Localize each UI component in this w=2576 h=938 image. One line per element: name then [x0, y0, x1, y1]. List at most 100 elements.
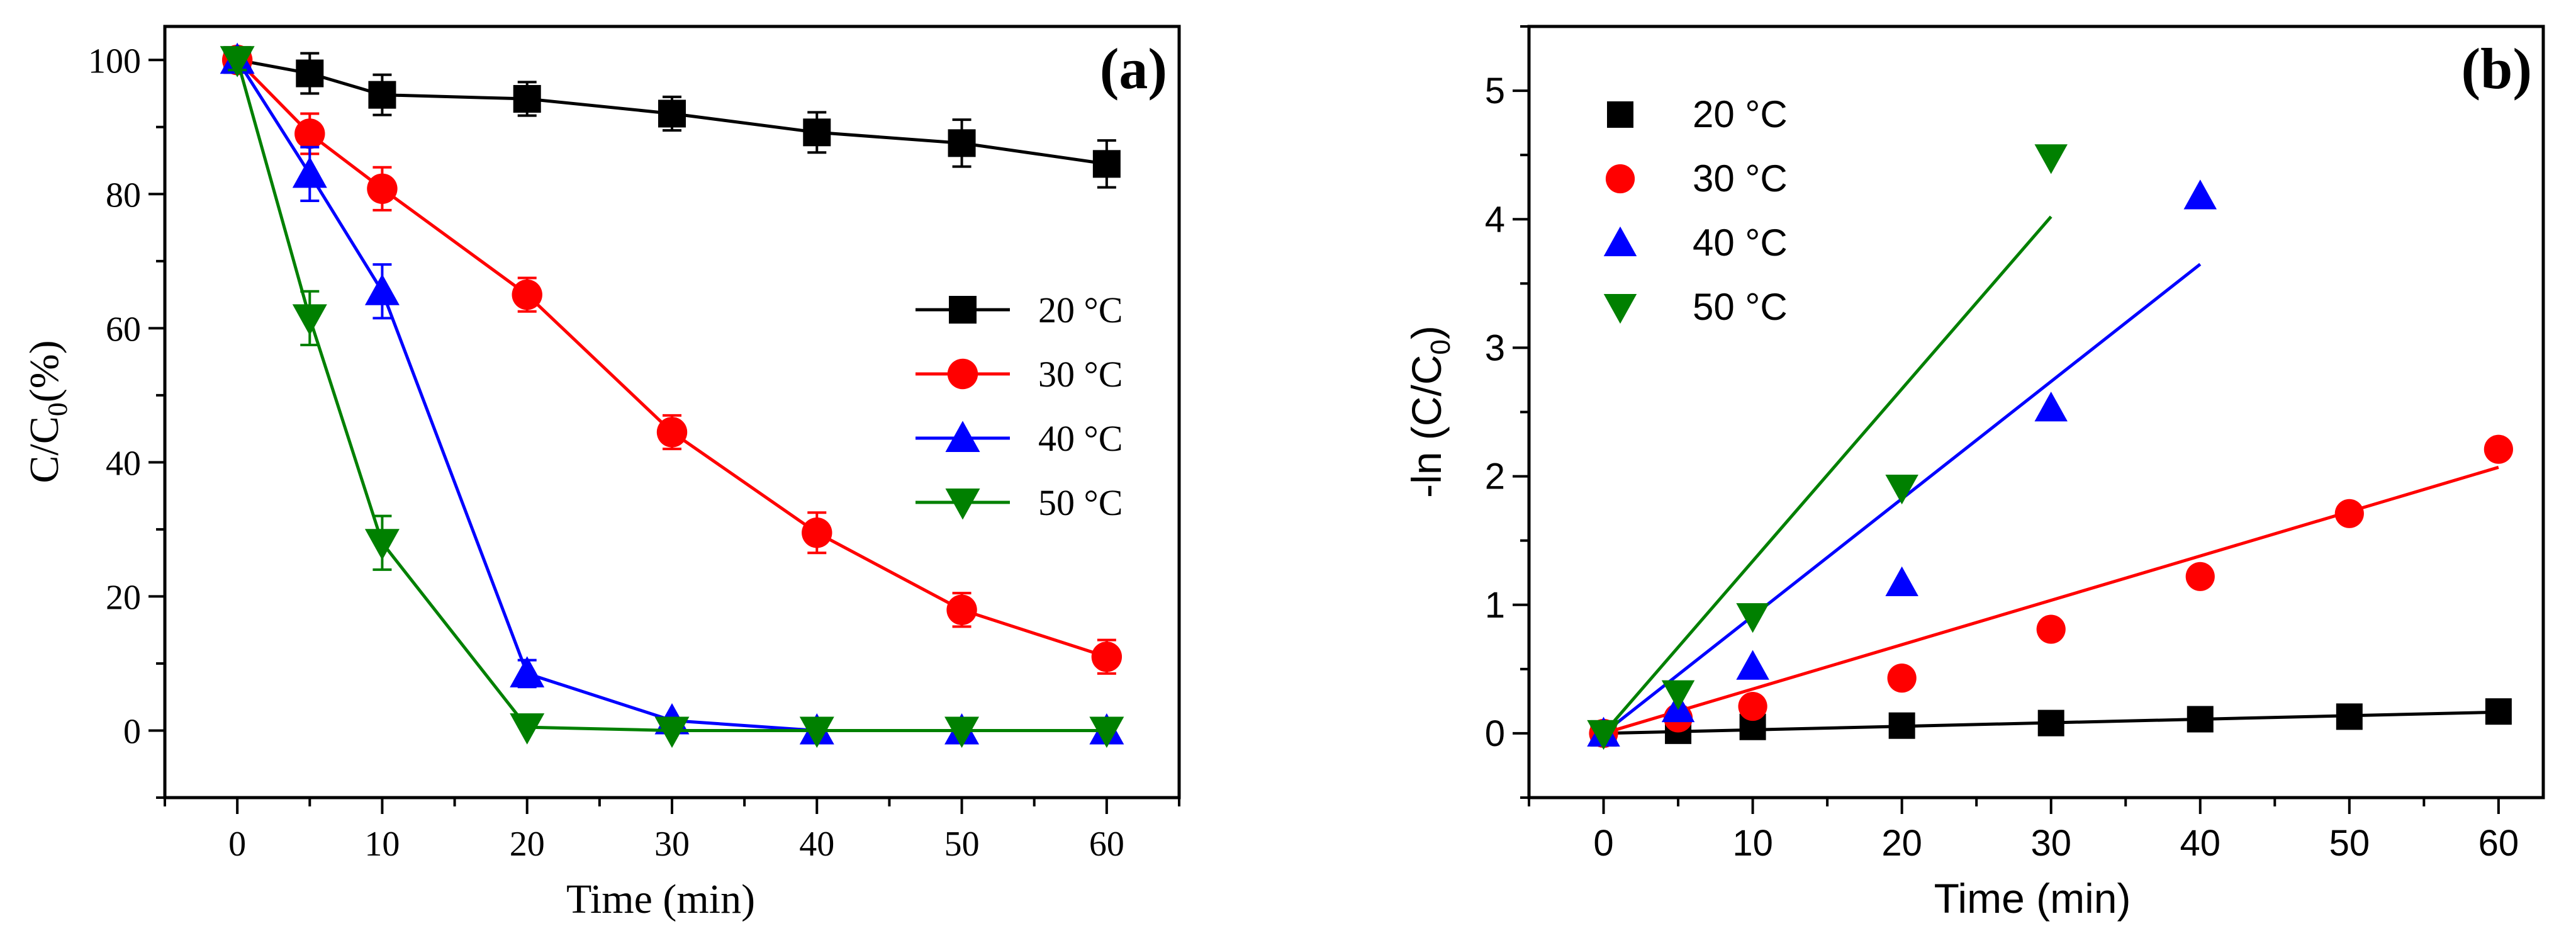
x-tick-label: 30 [2030, 823, 2071, 864]
legend-item: 40 °C [1603, 222, 1788, 264]
legend-label: 40 °C [1693, 222, 1788, 264]
legend-label: 30 °C [1693, 157, 1788, 200]
y-tick-label: 4 [1485, 199, 1505, 240]
x-tick-label: 10 [1732, 823, 1773, 864]
marker-triangle-up [2183, 179, 2217, 210]
series-line [236, 59, 1107, 732]
marker-circle [2036, 614, 2066, 644]
x-tick-label: 0 [1593, 823, 1613, 864]
x-axis-label: Time (min) [566, 876, 755, 922]
series-group [1587, 144, 2513, 750]
y-tick-label: 2 [1485, 456, 1505, 497]
x-tick-label: 20 [510, 825, 545, 864]
marker-triangle-down [1736, 603, 1769, 633]
y-axis-label-main: C/C [21, 416, 67, 483]
x-tick-label: 30 [654, 825, 690, 864]
marker-circle [2484, 434, 2513, 464]
legend-label: 20 °C [1693, 93, 1788, 135]
marker-triangle-down [944, 716, 980, 748]
panel-label: (b) [2461, 37, 2532, 101]
marker-triangle-down [799, 716, 834, 748]
panel-a: 0 10 20 30 40 50 60 0 20 40 60 80 100 20 °C 30 °C 40 °… [21, 25, 1181, 922]
marker-square [513, 85, 541, 113]
series [220, 46, 1124, 748]
marker-square [2336, 703, 2363, 730]
marker-triangle-up [510, 656, 545, 687]
marker-circle [512, 279, 542, 310]
marker-circle [802, 517, 832, 548]
marker-triangle-down [2034, 144, 2068, 174]
marker-triangle-down [364, 529, 400, 560]
marker-triangle-down [1587, 720, 1620, 750]
marker-circle [656, 417, 688, 448]
legend-label: 30 °C [1038, 354, 1123, 395]
marker-square [948, 129, 976, 157]
legend-item: 50 °C [1603, 286, 1788, 328]
legend-item: 30 °C [916, 354, 1123, 395]
marker-triangle-down [510, 713, 545, 745]
legend-item: 30 °C [1605, 157, 1788, 200]
marker-circle [1738, 691, 1767, 721]
marker-circle [1091, 641, 1123, 672]
legend: 20 °C 30 °C 40 °C 50 °C [916, 290, 1123, 523]
legend-item: 20 °C [916, 290, 1123, 331]
series [1590, 698, 2512, 747]
y-axis-label-tail: (%) [21, 340, 67, 402]
marker-circle [946, 594, 977, 625]
y-tick-label: 3 [1485, 327, 1505, 368]
marker-triangle-down [1661, 680, 1695, 710]
marker-square [296, 59, 324, 88]
axis-ticks: 0 10 20 30 40 50 60 0 20 40 60 80 100 [88, 42, 1180, 864]
y-tick-label: 5 [1485, 71, 1505, 111]
x-tick-label: 0 [228, 825, 246, 864]
marker-triangle-up [1885, 566, 1918, 597]
marker-triangle-up [292, 156, 327, 188]
y-tick-label: 1 [1485, 585, 1505, 626]
y-tick-label: 100 [88, 42, 141, 81]
marker-square [2187, 706, 2214, 733]
y-tick-label: 20 [106, 578, 141, 617]
marker-triangle-down [292, 304, 327, 336]
marker-circle [1605, 164, 1635, 194]
marker-triangle-up [945, 421, 980, 452]
x-tick-label: 10 [364, 825, 400, 864]
series [1587, 179, 2217, 747]
marker-square [1888, 712, 1915, 739]
series-line [235, 59, 1107, 732]
marker-square [803, 118, 831, 147]
marker-circle [947, 358, 978, 390]
x-tick-label: 60 [2478, 823, 2519, 864]
marker-triangle-down [1089, 716, 1124, 748]
series [1587, 144, 2068, 750]
y-tick-label: 40 [106, 444, 141, 483]
legend-label: 50 °C [1038, 482, 1123, 523]
marker-square [368, 81, 396, 109]
marker-triangle-up [1736, 650, 1769, 680]
legend-item: 50 °C [916, 482, 1123, 523]
marker-triangle-down [1885, 474, 1918, 505]
legend-label: 40 °C [1038, 418, 1123, 459]
marker-triangle-down [1603, 294, 1637, 324]
marker-square [1607, 101, 1633, 128]
x-tick-label: 20 [1881, 823, 1922, 864]
marker-triangle-down [654, 716, 690, 748]
marker-circle [367, 173, 398, 204]
marker-circle [294, 118, 325, 149]
x-tick-label: 40 [799, 825, 834, 864]
y-tick-label: 0 [123, 712, 141, 751]
x-tick-label: 40 [2180, 823, 2221, 864]
marker-circle [2185, 562, 2215, 591]
legend-item: 20 °C [1607, 93, 1788, 135]
y-tick-label: 60 [106, 310, 141, 349]
marker-triangle-down [945, 489, 980, 520]
marker-square [2037, 709, 2064, 737]
series [221, 45, 1123, 675]
marker-triangle-up [2034, 392, 2068, 422]
y-axis-label-sub: 0 [1425, 339, 1456, 354]
y-axis-label: -ln (C/C0) [1403, 325, 1456, 498]
panel-label: (a) [1100, 37, 1167, 101]
y-tick-label: 80 [106, 176, 141, 215]
marker-square [1092, 150, 1121, 178]
y-axis-label-main: -ln (C/C [1403, 355, 1450, 498]
